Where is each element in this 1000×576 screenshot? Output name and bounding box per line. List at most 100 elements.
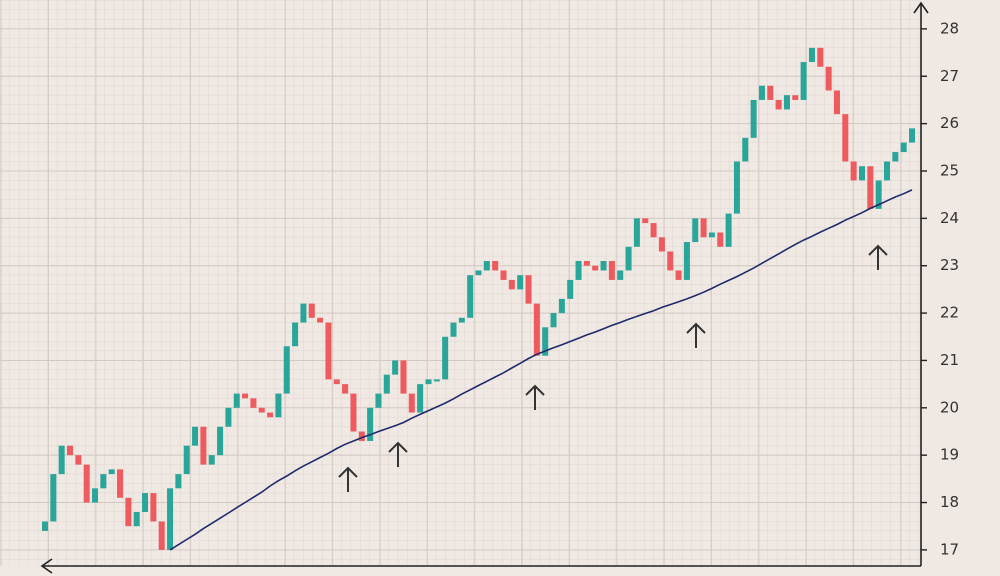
candle — [542, 327, 549, 356]
candle — [458, 317, 465, 323]
candle — [767, 85, 774, 100]
candle — [233, 393, 240, 408]
candle — [200, 426, 207, 465]
y-tick-label: 21 — [940, 351, 959, 369]
candle — [450, 322, 457, 337]
candle — [842, 114, 849, 162]
candle — [175, 474, 182, 489]
candle — [733, 161, 740, 214]
arrow — [338, 466, 358, 492]
candle — [350, 393, 357, 432]
candle — [675, 270, 682, 280]
plot — [42, 47, 915, 551]
candle — [725, 213, 732, 247]
y-tick-label: 26 — [940, 114, 959, 132]
candle — [508, 279, 515, 290]
candle — [783, 95, 790, 110]
y-tick-label: 23 — [940, 256, 959, 274]
arrow — [868, 244, 888, 270]
candle — [208, 455, 215, 465]
candle — [117, 469, 124, 498]
candle — [817, 47, 824, 67]
candle — [658, 237, 665, 252]
candle — [742, 137, 749, 162]
candle — [108, 469, 115, 475]
candle — [608, 260, 615, 280]
candle — [600, 260, 607, 271]
candle — [467, 275, 474, 318]
candle — [633, 218, 640, 247]
candle — [192, 426, 199, 446]
candle — [517, 275, 524, 290]
y-tick-label: 20 — [940, 398, 959, 416]
candle — [875, 180, 882, 209]
candle — [158, 521, 165, 550]
candle — [642, 218, 649, 224]
candle — [42, 521, 48, 531]
candle — [442, 336, 449, 380]
major-grid-vertical — [0, 0, 921, 566]
candle — [258, 407, 265, 413]
candle — [550, 313, 557, 328]
candle — [892, 152, 899, 162]
candle — [792, 95, 799, 100]
candle — [167, 488, 174, 550]
candle — [425, 379, 432, 385]
candle — [142, 493, 149, 513]
candle — [133, 512, 140, 527]
y-axis-arrow — [913, 1, 929, 14]
candle — [617, 270, 624, 280]
y-tick-label: 25 — [940, 161, 959, 179]
y-tick-label: 19 — [940, 446, 959, 464]
axes — [40, 1, 929, 574]
candle — [400, 360, 407, 394]
candle — [650, 223, 657, 238]
candle — [867, 166, 874, 209]
moving-average-line — [169, 189, 913, 551]
candle — [92, 488, 99, 503]
candle — [325, 322, 332, 380]
candle — [850, 161, 857, 181]
candle — [808, 47, 815, 63]
candle — [392, 360, 399, 375]
candle — [909, 128, 915, 143]
arrow — [388, 441, 408, 467]
candle — [883, 161, 890, 181]
candle — [483, 260, 490, 271]
candle — [833, 90, 840, 115]
candle — [533, 303, 540, 356]
candle — [275, 393, 282, 418]
candle — [217, 426, 224, 456]
candle — [183, 445, 190, 475]
candle — [75, 455, 82, 465]
candle — [492, 260, 499, 271]
y-tick-label: 28 — [940, 19, 959, 37]
candle — [692, 218, 699, 243]
y-tick-label: 22 — [940, 304, 959, 322]
candle — [800, 62, 807, 100]
candle — [100, 474, 107, 489]
candle — [150, 493, 157, 522]
candle — [900, 142, 907, 153]
candle — [300, 303, 307, 323]
y-tick-label: 24 — [940, 209, 959, 227]
candle — [750, 99, 757, 138]
candle — [250, 398, 257, 408]
y-tick-label: 18 — [940, 493, 959, 511]
candle — [525, 275, 532, 304]
candle — [700, 218, 707, 238]
candle — [83, 464, 90, 503]
arrow — [686, 322, 706, 348]
candle — [50, 474, 57, 522]
candle — [358, 431, 365, 441]
candle — [575, 260, 582, 280]
candle — [708, 232, 715, 238]
candle — [317, 317, 324, 323]
candle — [825, 66, 832, 91]
candle — [375, 393, 382, 408]
candle — [67, 445, 74, 456]
candle — [242, 393, 249, 399]
candle — [717, 232, 724, 247]
x-axis-arrow — [40, 558, 53, 574]
